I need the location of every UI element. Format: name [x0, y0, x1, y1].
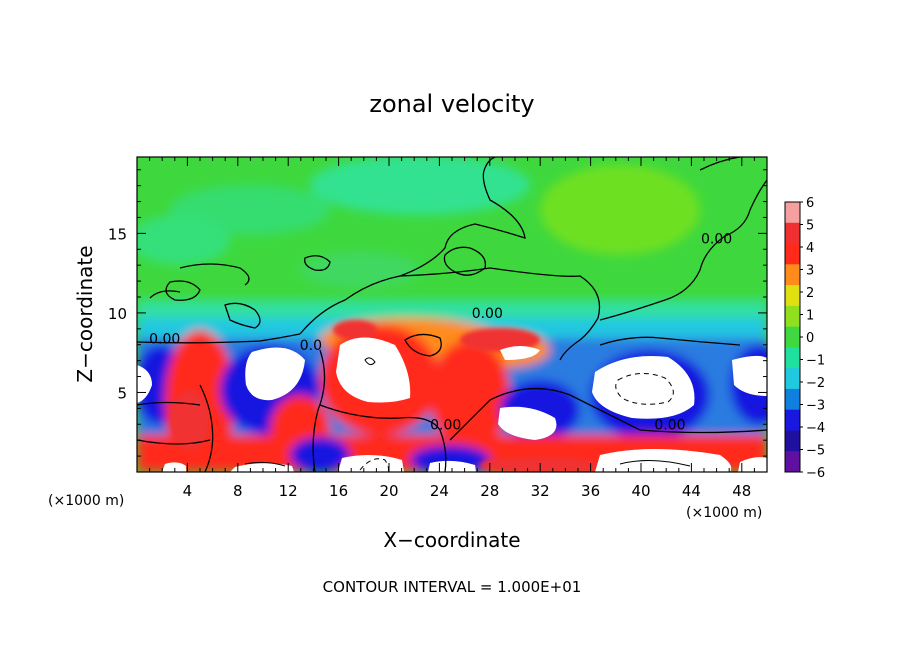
colorbar [784, 201, 803, 473]
contour-label: 0.00 [430, 417, 461, 433]
x-unit-right: (×1000 m) [686, 505, 762, 521]
colorbar-label: 3 [806, 264, 814, 279]
contour-label: 0.00 [701, 231, 732, 247]
x-unit-left: (×1000 m) [48, 493, 124, 509]
colorbar-labels: 6 5 4 3 2 1 0 −1 −2 −3 −4 −5 −6 [806, 196, 825, 481]
x-axis-ticks [149, 157, 755, 472]
x-tick-label: 40 [631, 482, 650, 500]
colorbar-label: −4 [806, 421, 825, 436]
colorbar-swatch [785, 451, 800, 473]
colorbar-label: 1 [806, 309, 814, 324]
y-axis-ticks [137, 169, 767, 457]
colorbar-label: 0 [806, 331, 814, 346]
colorbar-swatch [785, 222, 800, 245]
contour-label: 0.0 [300, 338, 322, 354]
colorbar-swatch [785, 409, 800, 431]
contour-label: 0.00 [654, 417, 685, 433]
y-axis-label: Z−coordinate [73, 245, 97, 382]
colorbar-label: −3 [806, 399, 825, 414]
x-axis-tick-labels: 4 8 12 16 20 24 28 32 36 40 44 48 [183, 482, 752, 500]
colorbar-swatch [785, 347, 800, 369]
velocity-field [137, 157, 767, 472]
x-tick-label: 20 [379, 482, 398, 500]
x-tick-label: 24 [430, 482, 449, 500]
y-axis-tick-labels: 5 10 15 [108, 225, 127, 402]
colorbar-label: −1 [806, 354, 825, 369]
colorbar-swatch [785, 202, 800, 224]
colorbar-swatch [785, 326, 800, 348]
x-tick-label: 8 [233, 482, 243, 500]
contour-label: 0.00 [149, 332, 180, 348]
colorbar-label: 2 [806, 286, 814, 301]
colorbar-swatch [785, 264, 800, 286]
x-axis-label: X−coordinate [383, 528, 520, 552]
y-tick-label: 5 [117, 384, 127, 402]
x-tick-label: 32 [531, 482, 550, 500]
x-tick-label: 28 [480, 482, 499, 500]
chart-title: zonal velocity [369, 90, 534, 118]
colorbar-label: −6 [806, 466, 825, 481]
colorbar-label: −2 [806, 376, 825, 391]
x-tick-label: 48 [732, 482, 751, 500]
colorbar-swatch [785, 285, 800, 307]
contour-label: 0.00 [472, 306, 503, 322]
colorbar-swatch [785, 388, 800, 411]
colorbar-label: 5 [806, 219, 814, 234]
y-tick-label: 15 [108, 225, 127, 243]
colorbar-swatch [785, 430, 800, 452]
x-tick-label: 12 [279, 482, 298, 500]
x-tick-label: 36 [581, 482, 600, 500]
contour-labels: 0.00 0.00 0.00 0.00 0.00 0.0 [149, 231, 732, 433]
colorbar-label: 4 [806, 241, 814, 256]
colorbar-swatch [785, 305, 800, 328]
x-tick-label: 16 [329, 482, 348, 500]
x-tick-label: 44 [682, 482, 701, 500]
x-tick-label: 4 [183, 482, 193, 500]
colorbar-label: 6 [806, 196, 814, 211]
y-tick-label: 10 [108, 305, 127, 323]
colorbar-swatch [785, 368, 800, 390]
colorbar-label: −5 [806, 444, 825, 459]
colorbar-swatch [785, 243, 800, 265]
contour-interval-note: CONTOUR INTERVAL = 1.000E+01 [323, 578, 582, 596]
